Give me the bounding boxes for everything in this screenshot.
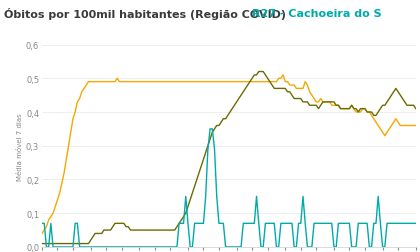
Text: Óbitos por 100mil habitantes (Região COVID): Óbitos por 100mil habitantes (Região COV… (4, 8, 286, 20)
Y-axis label: Média móvel 7 dias: Média móvel 7 dias (17, 112, 23, 180)
Text: R27 - Cachoeira do S: R27 - Cachoeira do S (252, 9, 382, 19)
